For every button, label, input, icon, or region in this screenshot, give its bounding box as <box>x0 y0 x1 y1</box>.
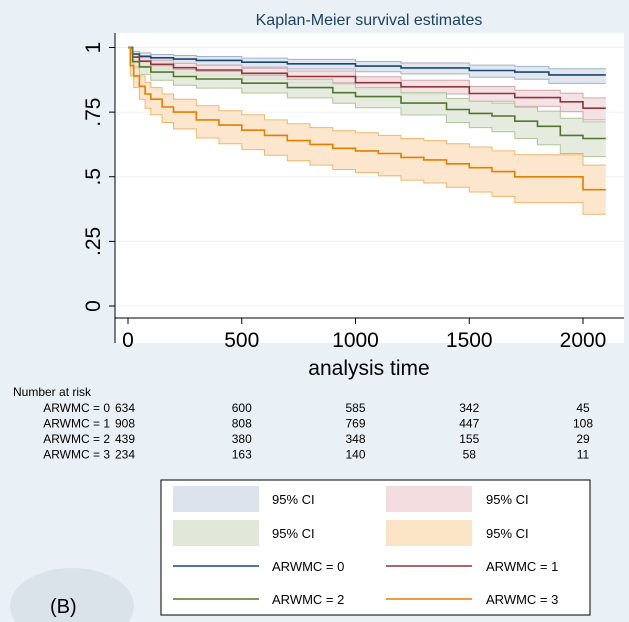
risk-cell: 447 <box>459 417 479 431</box>
ci-upper-arwmc-3 <box>128 47 606 166</box>
x-axis-title: analysis time <box>308 357 429 380</box>
ci-band-arwmc-1 <box>128 47 606 120</box>
ci-upper-arwmc-0 <box>128 47 606 70</box>
legend-ci-swatch-arwmc-3 <box>386 520 472 546</box>
legend-ci-swatch-arwmc-2 <box>173 520 259 546</box>
risk-cell: 155 <box>459 432 479 446</box>
risk-row-label: ARWMC = 3 <box>43 448 110 462</box>
axis-layer: 0 .25 .5 .75 1 0 500 1000 1500 2000 <box>82 33 624 352</box>
legend: 95% CI 95% CI 95% CI 95% CI ARWMC = 0 ARWMC =… <box>160 479 591 616</box>
risk-cell: 58 <box>463 448 477 462</box>
y-tick-label: .25 <box>82 227 105 256</box>
x-tick-label: 1500 <box>446 329 493 352</box>
y-tick-label: .5 <box>82 168 105 186</box>
risk-cell: 234 <box>115 448 135 462</box>
x-tick-label: 2000 <box>560 329 607 352</box>
legend-series-label: ARWMC = 3 <box>486 592 558 607</box>
y-tick-label: 1 <box>82 42 105 54</box>
panel-label-shade <box>10 568 134 622</box>
x-tick-label: 0 <box>122 329 134 352</box>
legend-ci-swatch-arwmc-0 <box>173 486 259 512</box>
series-line-arwmc-0 <box>128 46 606 76</box>
panel-label: (B) <box>50 596 77 618</box>
risk-cell: 163 <box>232 448 252 462</box>
series-line-arwmc-2 <box>128 46 606 140</box>
legend-ci-label: 95% CI <box>272 526 315 541</box>
legend-ci-label: 95% CI <box>272 492 315 507</box>
risk-row-label: ARWMC = 2 <box>43 432 110 446</box>
y-tick-label: 0 <box>82 300 105 312</box>
risk-row-label: ARWMC = 1 <box>43 417 110 431</box>
ci-lower-arwmc-2 <box>128 47 606 158</box>
panel-label-group: (B) <box>10 568 134 622</box>
risk-cell: 348 <box>345 432 365 446</box>
ci-lower-arwmc-3 <box>128 47 606 215</box>
line-layer <box>128 46 606 191</box>
series-line-arwmc-1 <box>128 46 606 109</box>
legend-ci-label: 95% CI <box>486 492 529 507</box>
series-line-arwmc-3 <box>128 46 606 191</box>
legend-ci-label: 95% CI <box>486 526 529 541</box>
risk-cell: 45 <box>576 401 590 415</box>
risk-cell: 808 <box>232 417 252 431</box>
y-tick-label: .75 <box>82 98 105 127</box>
legend-series-label: ARWMC = 2 <box>272 592 344 607</box>
risk-cell: 600 <box>232 401 252 415</box>
risk-table: Number at risk ARWMC = 0 634 600 585 342 45 AR… <box>13 385 593 462</box>
ci-upper-arwmc-2 <box>128 47 606 123</box>
ci-band-arwmc-2 <box>128 47 606 157</box>
risk-cell: 769 <box>345 417 365 431</box>
risk-cell: 140 <box>345 448 365 462</box>
x-tick-label: 500 <box>224 329 259 352</box>
risk-cell: 108 <box>573 417 593 431</box>
risk-cell: 380 <box>232 432 252 446</box>
risk-cell: 585 <box>345 401 365 415</box>
risk-row-label: ARWMC = 0 <box>43 401 110 415</box>
risk-cell: 439 <box>115 432 135 446</box>
legend-series-label: ARWMC = 0 <box>272 559 344 574</box>
risk-cell: 342 <box>459 401 479 415</box>
chart-title: Kaplan-Meier survival estimates <box>256 12 483 29</box>
risk-cell: 11 <box>577 448 590 462</box>
ci-band-arwmc-3 <box>128 47 606 215</box>
legend-ci-swatch-arwmc-1 <box>386 486 472 512</box>
x-tick-label: 1000 <box>332 329 379 352</box>
legend-series-label: ARWMC = 1 <box>486 559 558 574</box>
risk-cell: 634 <box>115 401 135 415</box>
ci-upper-arwmc-1 <box>128 47 606 99</box>
risk-cell: 908 <box>115 417 135 431</box>
risk-cell: 29 <box>576 432 590 446</box>
risk-table-heading: Number at risk <box>13 385 92 399</box>
